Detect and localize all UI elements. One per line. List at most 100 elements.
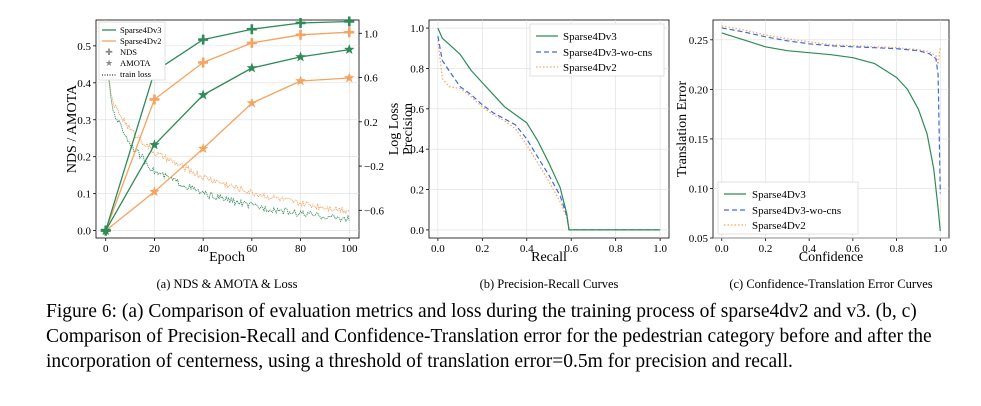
nds-point [149, 94, 160, 105]
y2-tick-label: −0.6 [364, 205, 384, 217]
y-tick-label: 0.8 [410, 63, 424, 75]
te-line-wo [721, 27, 941, 194]
x-tick-label: 100 [341, 243, 358, 255]
amota-point [295, 51, 306, 62]
te-line-v2 [721, 25, 941, 66]
amota-point [100, 225, 111, 236]
panel-b-precision-recall: 0.0 0.2 0.4 0.6 0.8 1.0 0.0 0.2 0.4 0.6 0.8 1.0 Re… [401, 19, 670, 291]
panel-c-legend-box [717, 181, 859, 235]
te-line-v3 [721, 32, 941, 232]
x-tick-label: 1.0 [933, 243, 947, 255]
x-tick-label: 60 [246, 243, 258, 255]
panel-a-subtitle: (a) NDS & AMOTA & Loss [156, 277, 297, 291]
panel-a-legend-nds: NDS [120, 47, 137, 57]
amota-point [246, 62, 258, 73]
amota-point [197, 143, 209, 153]
y-tick-label: 0.15 [689, 134, 709, 146]
panel-c-legend-wo: Sparse4Dv3-wo-cns [752, 205, 841, 217]
pr-line-v3 [437, 27, 661, 231]
nds-point [344, 16, 355, 27]
y-tick-label: 0.3 [77, 115, 91, 127]
panel-c-subtitle: (c) Confidence-Translation Error Curves [729, 277, 932, 291]
amota-line [105, 77, 350, 232]
x-tick-label: 0.0 [431, 243, 445, 255]
panel-a-y2label: Log Loss [387, 103, 402, 156]
figure-caption: Figure 6: (a) Comparison of evaluation m… [46, 301, 932, 372]
panel-a-nds-amota-loss: 0 20 40 60 80 100 0.0 0.1 0.2 0.3 0.4 0.5 −0.6 −0.2… [65, 16, 402, 291]
x-tick-label: 1.0 [653, 243, 667, 255]
amota-point [295, 75, 306, 86]
panel-a-legend-amota: AMOTA [120, 58, 151, 68]
panel-a-ylabel: NDS / AMOTA [65, 84, 80, 173]
x-tick-label: 0.4 [802, 243, 816, 255]
panel-b-ylabel: Precision [401, 103, 416, 155]
y-tick-label: 0.6 [410, 104, 424, 116]
x-tick-label: 0.4 [520, 243, 534, 255]
x-tick-label: 0.6 [846, 243, 860, 255]
x-tick-label: 0.0 [715, 243, 729, 255]
nds-point [246, 37, 257, 48]
panel-b-subtitle: (b) Precision-Recall Curves [480, 277, 619, 291]
panel-b-legend-v2: Sparse4Dv2 [563, 62, 617, 74]
x-tick-label: 0.8 [890, 243, 904, 255]
nds-point [295, 17, 306, 28]
y-tick-label: 0.0 [77, 226, 91, 238]
x-tick-label: 0.2 [759, 243, 773, 255]
figure-panels: 0 20 40 60 80 100 0.0 0.1 0.2 0.3 0.4 0.5 −0.6 −0.2… [65, 16, 950, 291]
y-tick-label: 0.4 [77, 78, 91, 90]
panel-c-ylabel: Translation Error [675, 81, 690, 178]
amota-point [197, 89, 209, 100]
y-tick-label: 0.20 [689, 84, 709, 96]
y-tick-label: 0.05 [689, 233, 709, 245]
x-tick-label: 40 [198, 243, 210, 255]
x-tick-label: 80 [295, 243, 307, 255]
y-tick-label: 0.2 [77, 152, 91, 164]
amota-point [246, 97, 258, 108]
panel-a-legend-v2: Sparse4Dv2 [120, 36, 162, 46]
panel-b-frame [428, 19, 670, 239]
x-tick-label: 0.2 [475, 243, 489, 255]
panel-a-legend-v3: Sparse4Dv3 [120, 25, 162, 35]
nds-line [105, 31, 350, 231]
panel-b-legend: Sparse4Dv3 Sparse4Dv3-wo-cns Sparse4Dv2 [529, 23, 665, 77]
y2-tick-label: 1.0 [364, 28, 378, 40]
y-tick-label: 0.5 [77, 41, 91, 53]
nds-point [295, 29, 306, 40]
y2-tick-label: 0.2 [364, 117, 378, 129]
y-tick-label: 0.1 [77, 189, 91, 201]
y-tick-label: 0.0 [410, 225, 424, 237]
nds-line [105, 20, 350, 231]
panel-c-confidence-translation: 0.0 0.2 0.4 0.6 0.8 1.0 0.050.100.150.200.25 … [675, 19, 950, 291]
loss-line-v2 [105, 63, 350, 215]
pr-line-wo [437, 35, 661, 231]
y2-tick-label: −0.2 [364, 161, 384, 173]
panel-a-frame [95, 19, 360, 239]
y-tick-label: 0.4 [410, 144, 424, 156]
panel-b-xlabel: Recall [531, 250, 567, 265]
amota-point [149, 139, 160, 150]
amota-point [344, 44, 355, 54]
amota-line [105, 48, 350, 231]
panel-a-legend-box [98, 21, 166, 81]
panel-c-legend-v3: Sparse4Dv3 [752, 189, 806, 201]
y-tick-label: 1.0 [410, 23, 424, 35]
panel-b-legend-wo: Sparse4Dv3-wo-cns [563, 47, 652, 59]
panel-a-legend: Sparse4Dv3 Sparse4Dv2 ✚ NDS ★ AMOTA trai… [98, 21, 166, 81]
y-tick-label: 0.2 [410, 185, 424, 197]
amota-point [344, 72, 355, 83]
y2-tick-label: 0.6 [364, 73, 378, 85]
legend-nds-marker-icon: ✚ [105, 47, 113, 57]
x-tick-label: 20 [149, 243, 161, 255]
amota-point [149, 186, 160, 197]
y-tick-label: 0.10 [689, 183, 709, 195]
panel-c-xlabel: Confidence [799, 250, 864, 265]
panel-b-legend-v3: Sparse4Dv3 [563, 31, 617, 43]
x-tick-label: 0.8 [609, 243, 623, 255]
panel-c-legend: Sparse4Dv3 Sparse4Dv3-wo-cns Sparse4Dv2 [717, 181, 859, 235]
nds-point [246, 24, 257, 35]
y-tick-label: 0.25 [689, 35, 709, 47]
nds-point [198, 34, 209, 45]
legend-amota-marker-icon: ★ [105, 58, 113, 68]
panel-a-xlabel: Epoch [209, 250, 245, 265]
panel-b-legend-box [529, 23, 665, 77]
